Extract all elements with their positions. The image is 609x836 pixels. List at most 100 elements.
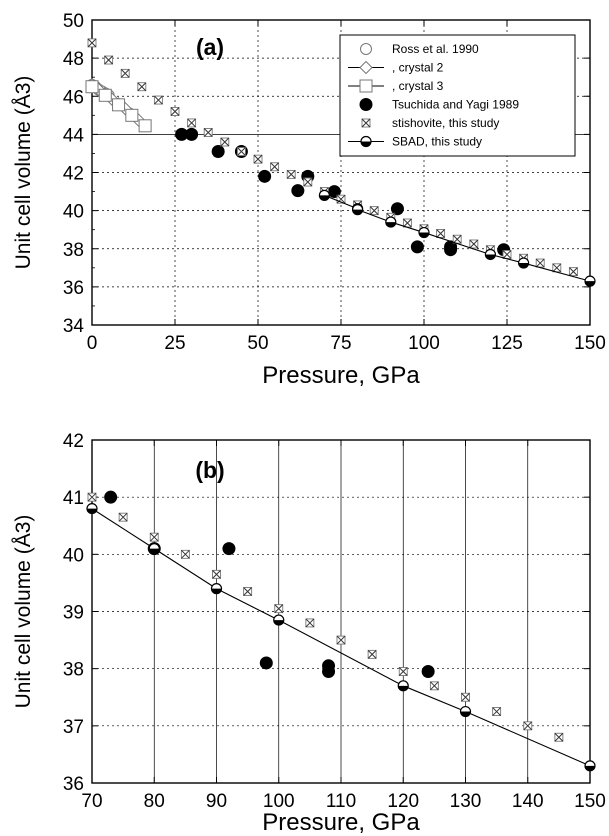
data-point xyxy=(148,543,160,555)
data-point-cross xyxy=(286,170,296,179)
legend-marker-cross xyxy=(361,118,371,128)
y-tick-label: 44 xyxy=(63,125,85,146)
data-point-fill xyxy=(585,281,595,287)
data-point-cross xyxy=(336,194,346,204)
data-point xyxy=(444,243,458,257)
data-point-fill xyxy=(273,620,284,626)
legend-marker-fill xyxy=(361,141,371,147)
data-point xyxy=(390,202,404,216)
legend-box xyxy=(339,34,576,157)
legend-label: , crystal 3 xyxy=(392,79,444,93)
data-point-shape xyxy=(185,127,199,141)
data-point xyxy=(185,127,199,141)
data-point-cross xyxy=(430,681,439,691)
data-point xyxy=(421,665,435,679)
legend-marker xyxy=(359,60,373,75)
data-point xyxy=(452,234,462,244)
data-point xyxy=(258,169,272,183)
data-point-cross xyxy=(403,218,412,228)
y-axis: 36 37 38 39 40 41 42 xyxy=(63,431,590,795)
data-point-cross xyxy=(492,707,501,716)
data-point xyxy=(418,226,430,239)
data-point-fill xyxy=(352,209,363,215)
data-point-shape xyxy=(98,88,112,102)
data-point-cross xyxy=(369,206,379,215)
data-point-fill xyxy=(211,588,222,594)
x-tick-label: 130 xyxy=(450,791,482,812)
legend-label: Tsuchida and Yagi 1989 xyxy=(392,98,519,112)
data-point xyxy=(322,665,336,679)
data-point-shape xyxy=(390,202,404,216)
x-tick-label: 125 xyxy=(491,333,523,354)
x-tick-label: 50 xyxy=(247,333,268,354)
data-point-shape xyxy=(125,108,139,122)
data-point-cross xyxy=(137,82,147,92)
data-point-shape xyxy=(421,665,435,679)
x-tick-label: 140 xyxy=(512,791,544,812)
data-point-shape xyxy=(322,665,336,679)
x-tick-label: 75 xyxy=(330,333,351,354)
data-point xyxy=(149,532,159,542)
legend-marker-shape xyxy=(360,43,372,55)
data-point xyxy=(397,680,409,692)
data-point-cross xyxy=(303,177,313,187)
data-point xyxy=(484,248,496,261)
data-point xyxy=(87,492,97,502)
data-point-fill xyxy=(149,548,160,554)
y-tick-label: 42 xyxy=(63,431,84,452)
data-point-fill xyxy=(460,711,471,717)
y-tick-label: 38 xyxy=(63,660,84,681)
data-point-cross xyxy=(274,604,284,613)
legend-marker xyxy=(359,79,373,93)
data-point xyxy=(212,569,221,579)
data-point-fill xyxy=(87,508,97,514)
legend-marker-shape xyxy=(359,98,373,111)
data-point xyxy=(112,98,126,112)
data-point xyxy=(120,68,130,78)
data-point-cross xyxy=(552,263,562,273)
data-point xyxy=(138,119,152,133)
data-point xyxy=(461,692,470,702)
series-tsuchida-and-yagi-1989 xyxy=(175,127,511,257)
data-point xyxy=(153,95,163,105)
data-point xyxy=(187,118,197,128)
series-sbad-this-study xyxy=(86,503,596,772)
data-point xyxy=(203,128,213,137)
y-tick-label: 40 xyxy=(63,202,84,223)
data-point xyxy=(502,250,512,259)
data-point xyxy=(253,154,263,164)
data-point-shape xyxy=(222,542,236,556)
data-point xyxy=(137,82,147,92)
data-point xyxy=(584,760,596,772)
x-tick-label: 100 xyxy=(263,791,295,812)
data-point-cross xyxy=(220,137,230,147)
data-point xyxy=(85,80,99,94)
x-tick-label: 100 xyxy=(408,333,440,354)
legend-entry: Tsuchida and Yagi 1989 xyxy=(359,98,519,112)
data-point xyxy=(104,490,118,504)
data-point-fill xyxy=(398,685,409,691)
data-point-cross xyxy=(212,569,221,579)
data-point xyxy=(584,275,596,287)
data-point-fill xyxy=(485,254,496,260)
x-tick-label: 70 xyxy=(81,791,102,812)
data-point-cross xyxy=(203,128,213,137)
data-point xyxy=(535,258,545,268)
data-point-cross xyxy=(154,95,163,105)
data-point-cross xyxy=(170,107,180,116)
data-point xyxy=(104,55,114,65)
series-sbad-this-study xyxy=(318,189,596,287)
x-tick-label: 110 xyxy=(326,791,356,812)
data-point xyxy=(402,218,412,228)
data-point xyxy=(429,681,439,691)
data-point-cross xyxy=(535,258,545,268)
data-point xyxy=(367,649,377,659)
data-point xyxy=(385,216,397,228)
data-point-shape xyxy=(175,127,189,141)
data-point-fill xyxy=(319,195,330,201)
x-tick-label: 80 xyxy=(144,791,165,812)
data-point xyxy=(236,147,246,156)
data-point-cross xyxy=(398,667,408,676)
y-tick-label: 46 xyxy=(63,87,84,108)
